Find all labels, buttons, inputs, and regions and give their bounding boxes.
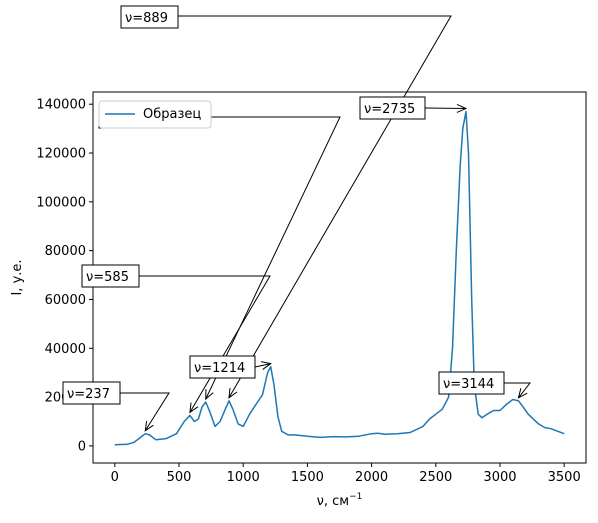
annotation-box [81, 264, 140, 288]
annotation-6: ν=3144 [438, 371, 532, 399]
annotation-arrowhead [144, 420, 154, 432]
x-tick-label: 1500 [291, 470, 324, 485]
annotation-connector [120, 392, 170, 431]
annotation-connector [254, 363, 271, 368]
annotation-box [120, 5, 179, 29]
annotation-connector [504, 382, 532, 399]
plot-background [93, 92, 586, 463]
y-tick-label: 100000 [36, 195, 86, 210]
annotation-arrowhead [205, 389, 214, 401]
annotation-arrowhead [456, 103, 468, 113]
x-tick-label: 3000 [483, 470, 516, 485]
x-tick-label: 1000 [227, 470, 260, 485]
annotation-label: ν=889 [125, 11, 168, 26]
annotation-connector [156, 116, 341, 400]
annotation-connector [178, 15, 452, 399]
annotation-box [359, 96, 426, 120]
annotation-label: ν=3144 [443, 377, 494, 392]
y-tick-label: 80000 [45, 244, 86, 259]
x-tick-label: 500 [167, 470, 192, 485]
series-line-obrazets [114, 110, 565, 446]
annotation-arrowhead [228, 387, 238, 399]
annotation-arrowhead [189, 402, 199, 414]
x-axis-label: ν, см−1 [317, 492, 363, 509]
y-axis-label: I, у.е. [10, 259, 25, 295]
annotation-label: ν=1214 [194, 361, 245, 376]
x-tick-label: 2000 [355, 470, 388, 485]
annotation-label: ν=585 [86, 270, 129, 285]
annotation-arrowhead [517, 388, 528, 399]
x-tick-label: 3500 [548, 470, 581, 485]
annotation-connector [424, 107, 466, 110]
annotation-box [62, 381, 121, 405]
legend-label: Образец [143, 107, 201, 122]
y-tick-label: 140000 [36, 98, 86, 113]
y-tick-label: 40000 [45, 342, 86, 357]
annotation-label: ν=237 [67, 387, 110, 402]
annotation-5: ν=237 [62, 381, 170, 432]
annotation-0: ν=889 [120, 5, 452, 399]
annotation-arrowhead [260, 361, 272, 370]
y-tick-label: 60000 [45, 293, 86, 308]
x-tick-label: 0 [111, 470, 119, 485]
annotation-1: ν=2735 [359, 96, 468, 120]
legend-box [98, 100, 212, 129]
x-tick-label: 2500 [419, 470, 452, 485]
annotation-label: ν=2735 [364, 102, 415, 117]
legend: Образец [98, 100, 212, 129]
annotation-box [438, 371, 505, 395]
y-tick-label: 120000 [36, 147, 86, 162]
annotation-4: ν=1214 [189, 355, 272, 379]
annotation-box [189, 355, 256, 379]
y-tick-label: 0 [78, 439, 86, 454]
